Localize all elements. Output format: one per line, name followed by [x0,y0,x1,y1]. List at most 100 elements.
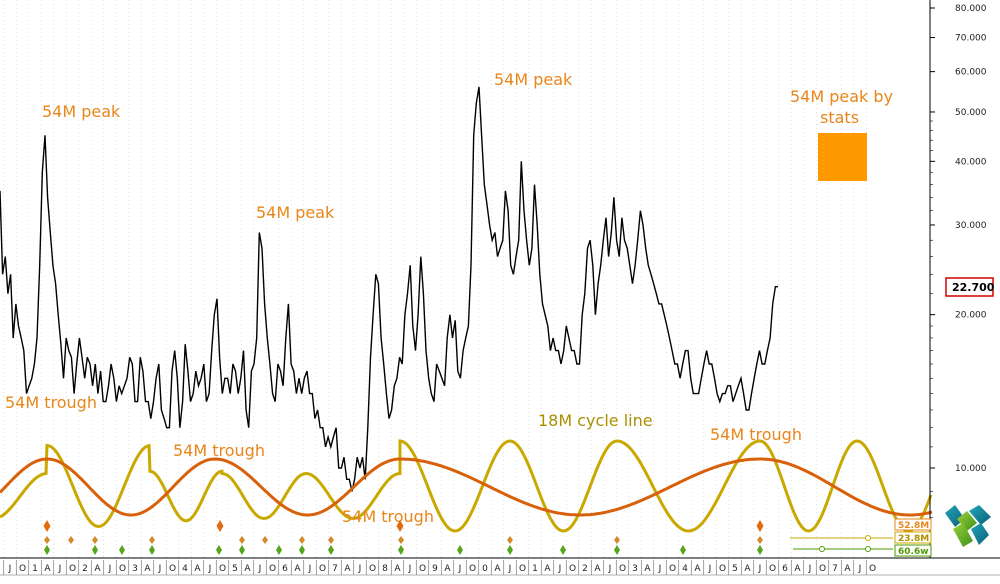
badge-23-8m [894,531,932,544]
annotation-54m-peak-1: 54M peak [42,102,121,121]
x-tick-label: J [308,564,312,574]
y-tick-label: 40.000 [955,157,987,167]
cycle-marker-green [299,545,305,555]
x-tick-label: A [44,564,51,574]
last-price-label: 22.700 [952,281,995,294]
annotation-54m-peak-by-stats-line1: 54M peak by [790,87,893,106]
x-tick-label: A [444,564,451,574]
annotation-54m-peak-2: 54M peak [256,203,335,222]
grid-lines [3,0,867,558]
badge-52-8m-label: 52.8M [898,521,929,531]
badge-23-8m-label: 23.8M [898,534,929,544]
annotations: 54M peak 54M peak 54M peak 54M peak by s… [5,70,893,526]
x-tick-label: A [544,564,551,574]
x-tick-label: 4 [182,564,188,574]
cycle-marker-green [507,545,513,555]
x-tick-label: 4 [682,564,688,574]
cycle-marker-orange [756,520,764,532]
annotation-18m-cycle-line: 18M cycle line [538,411,653,430]
x-tick-label: J [158,564,162,574]
cycle-marker-green [457,545,463,555]
x-tick-label: J [658,564,662,574]
cycle-marker-small-orange [299,536,305,544]
x-tick-label: J [458,564,462,574]
x-tick-label: J [408,564,412,574]
cycle-marker-small-orange [239,536,245,544]
y-tick-label: 20.000 [955,311,987,321]
x-tick-label: J [58,564,62,574]
badge-60-6w-label: 60.6w [898,547,929,557]
x-tick-label: 7 [332,564,338,574]
stats-peak-box [818,133,867,181]
x-tick-label: A [244,564,251,574]
cycle-marker-small-orange [149,536,155,544]
cycle-marker-small-orange [398,536,404,544]
x-tick-label: O [469,564,476,574]
x-tick-label: 7 [832,564,838,574]
cycle-marker-small-orange [328,536,334,544]
x-tick-label: 9 [432,564,438,574]
annotation-54m-trough-2: 54M trough [173,441,265,460]
y-axis: 80.000 70.000 60.000 50.000 40.000 30.000 20.0… [930,4,987,518]
cycle-marker-green [614,545,620,555]
x-tick-label: J [608,564,612,574]
x-tick-label: O [369,564,376,574]
x-tick-label: O [619,564,626,574]
cycle-marker-green [560,545,566,555]
x-tick-label: A [844,564,851,574]
x-tick-label: 2 [582,564,588,574]
x-tick-label: J [208,564,212,574]
cycle-marker-green [398,545,404,555]
x-tick-label: O [119,564,126,574]
y-tick-label: 10.000 [955,464,987,474]
x-tick-label: O [669,564,676,574]
y-tick-label: 70.000 [955,34,987,44]
x-tick-label: A [644,564,651,574]
x-tick-label: A [94,564,101,574]
x-tick-label: A [194,564,201,574]
x-tick-label: O [569,564,576,574]
cycle-marker-green [119,545,125,555]
price-series-line [0,86,778,492]
x-tick-label: A [294,564,301,574]
x-tick-label: 2 [82,564,88,574]
cycle-marker-green [328,545,334,555]
cycle-marker-orange [396,520,404,532]
y-tick-label: 50.000 [955,108,987,118]
annotation-54m-peak-by-stats-line2: stats [820,108,859,127]
last-price-tag: 22.700 [945,277,995,297]
cycle-marker-green [44,545,50,555]
cycle-marker-orange [216,520,224,532]
x-tick-label: O [419,564,426,574]
y-tick-label: 60.000 [955,68,987,78]
x-tick-label: O [169,564,176,574]
cycle-marker-green [680,545,686,555]
cycle-marker-small-orange [262,536,268,544]
cycle-marker-green [239,545,245,555]
x-tick-label: A [744,564,751,574]
badge-52-8m [894,518,932,531]
x-tick-label: J [358,564,362,574]
cycle-marker-green [216,545,222,555]
x-tick-label: 1 [32,564,38,574]
x-tick-label: O [69,564,76,574]
x-tick-label: O [769,564,776,574]
cycle-marker-green [276,545,282,555]
x-tick-label: A [594,564,601,574]
cycle-badges: 52.8M 23.8M 60.6w [790,518,932,557]
x-tick-label: O [819,564,826,574]
x-tick-label: J [108,564,112,574]
cycle-marker-small-orange [68,536,74,544]
cycle-18m-curve [0,439,933,533]
cycle-markers [43,520,764,555]
brand-logo-icon [945,505,991,547]
x-tick-label: 0 [482,564,488,574]
x-tick-label: 6 [782,564,788,574]
cycle-marker-small-orange [507,536,513,544]
x-tick-label: 6 [282,564,288,574]
cycle-marker-green [757,545,763,555]
x-tick-label: J [708,564,712,574]
x-tick-label: 3 [632,564,638,574]
x-tick-label: 5 [232,564,238,574]
